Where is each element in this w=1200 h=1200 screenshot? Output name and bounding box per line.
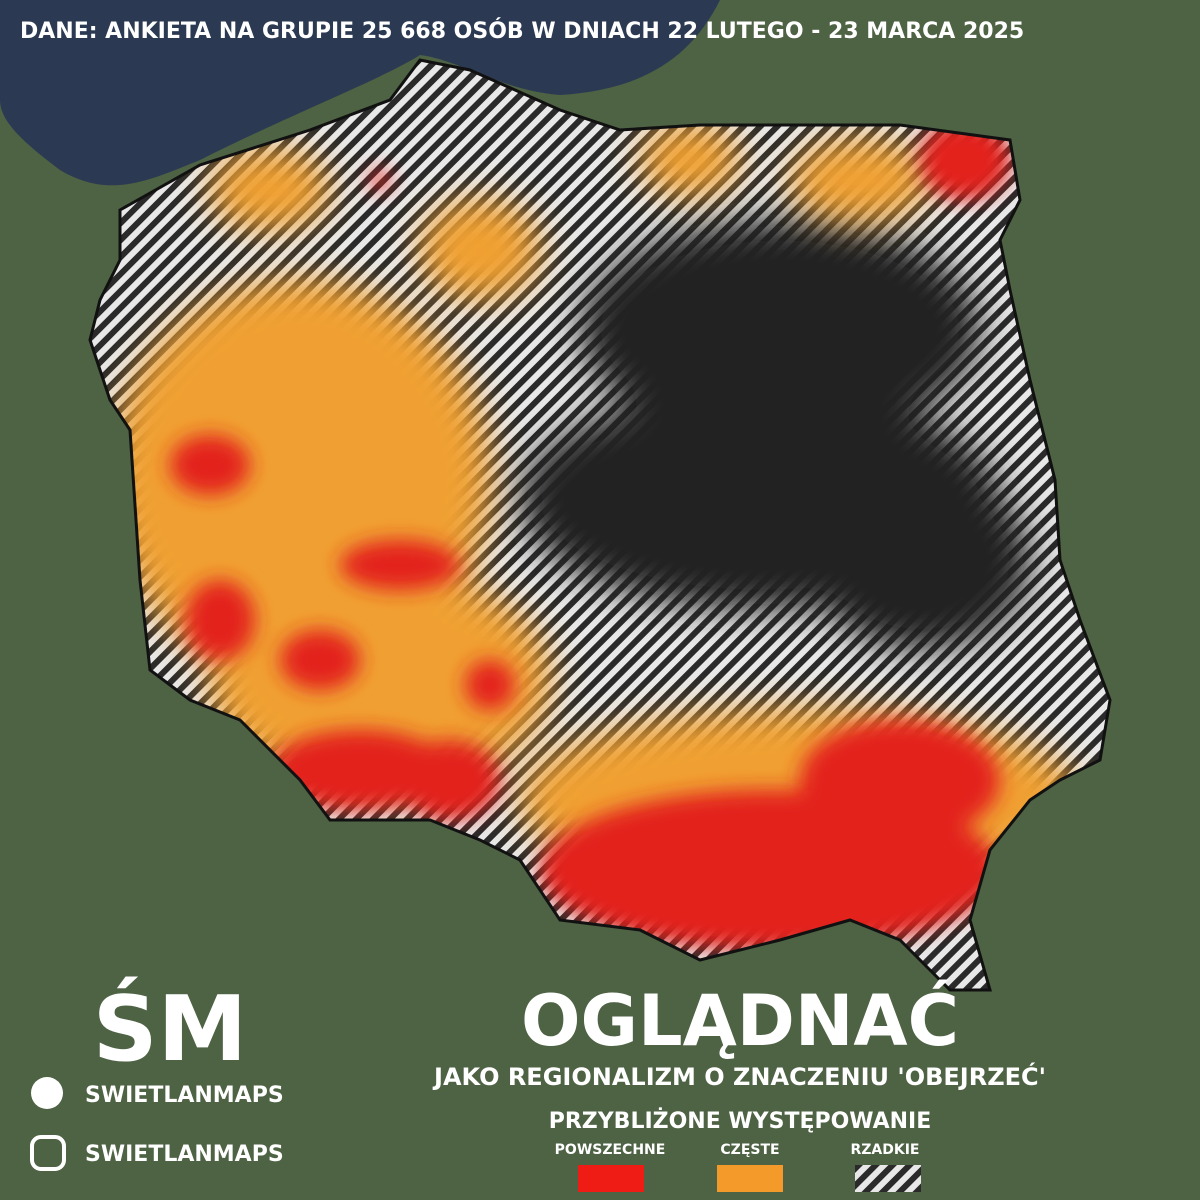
legend-label: POWSZECHNE (555, 1142, 666, 1158)
instagram-icon (30, 1135, 66, 1171)
source-note: DANE: ANKIETA NA GRUPIE 25 668 OSÓB W DN… (20, 18, 1024, 44)
border (88, 58, 1112, 992)
facebook-icon (31, 1077, 63, 1109)
sea (0, 0, 720, 186)
legend-swatch (855, 1165, 921, 1192)
legend-label: CZĘSTE (720, 1142, 779, 1158)
widespread-area (170, 120, 1010, 950)
instagram-handle[interactable]: SWIETLANMAPS (85, 1142, 284, 1167)
no-occurrence (520, 220, 1030, 650)
legend-swatch (717, 1165, 783, 1192)
subtitle: JAKO REGIONALIZM O ZNACZENIU 'OBEJRZEĆ' (432, 1061, 1046, 1091)
legend-title: PRZYBLIŻONE WYSTĘPOWANIE (549, 1108, 932, 1134)
facebook-handle[interactable]: SWIETLANMAPS (85, 1083, 284, 1108)
title: OGLĄDNAĆ (521, 980, 959, 1062)
legend-swatch (578, 1165, 644, 1192)
legend-label: RZADKIE (850, 1142, 919, 1158)
logo: ŚM (93, 975, 247, 1082)
